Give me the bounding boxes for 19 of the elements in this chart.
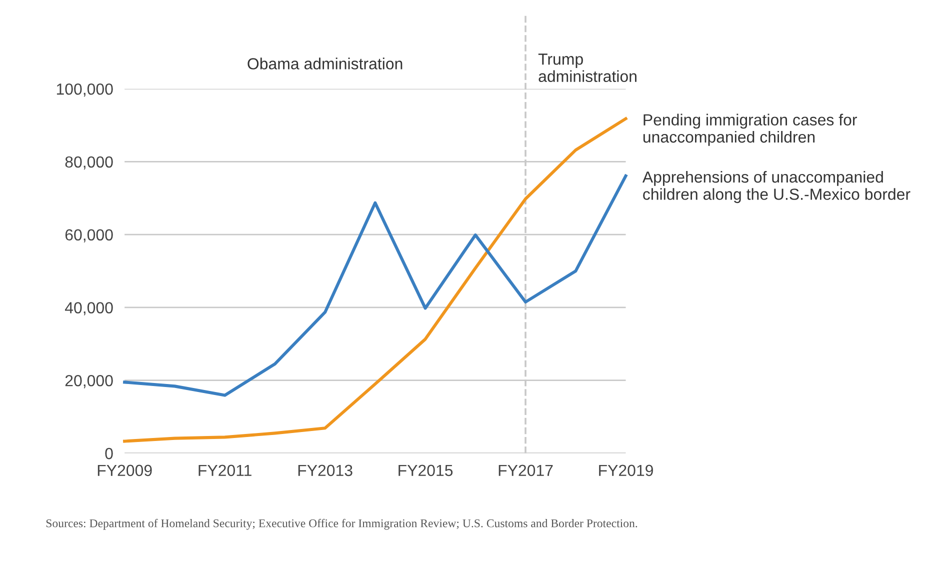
line-series [123, 117, 628, 443]
x-tick-label: FY2011 [198, 464, 252, 476]
y-tick-label: 20,000 [65, 374, 113, 388]
x-tick-label: FY2009 [98, 464, 152, 476]
series-label: Apprehensions of unaccompanied children along the U.S.-Mexico border [642, 170, 910, 204]
source-note: Sources: Department of Homeland Security; Executive Office for Immigration Review; U.S. Customs and Border Protection. [46, 518, 638, 530]
x-tick-label: FY2017 [498, 464, 553, 476]
y-tick-label: 100,000 [56, 83, 113, 97]
ref-line-label: Trump administration [538, 54, 636, 82]
series-label: Pending immigration cases for unaccompanied children [643, 114, 857, 146]
x-tick-label: FY2015 [398, 464, 453, 476]
y-tick-label: 40,000 [64, 302, 113, 316]
x-tick-label: FY2013 [298, 464, 352, 476]
text: Obama administration [248, 58, 402, 70]
x-tick-label: FY2019 [599, 464, 653, 476]
line-series [123, 174, 628, 397]
y-tick-label: 60,000 [65, 229, 113, 242]
y-tick-label: 0 [105, 448, 113, 460]
y-tick-label: 80,000 [65, 156, 113, 170]
